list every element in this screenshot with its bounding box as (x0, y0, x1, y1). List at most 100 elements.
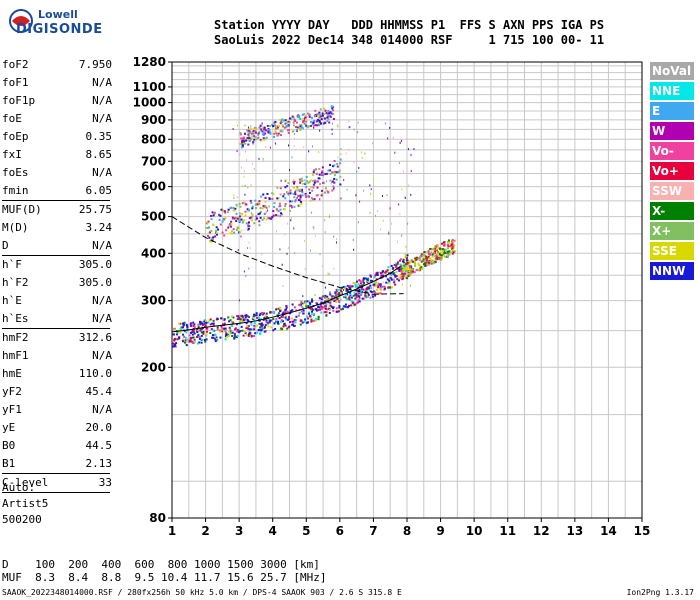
echo-point (245, 150, 247, 153)
echo-point (398, 276, 401, 279)
echo-point (387, 286, 390, 289)
station-header: Station YYYY DAY DDD HHMMSS P1 FFS S AXN… (214, 18, 604, 48)
echo-point (324, 117, 327, 120)
echo-point (291, 320, 294, 323)
echo-point (206, 221, 209, 224)
echo-point (308, 301, 311, 304)
echo-point (339, 158, 342, 161)
echo-point (399, 213, 401, 216)
param-row: fmin 6.05 (2, 182, 112, 200)
legend-item-sse: SSE (650, 242, 694, 260)
echo-point (264, 315, 267, 318)
echo-point (440, 254, 443, 257)
echo-point (314, 168, 317, 171)
echo-point (265, 319, 268, 322)
echo-point (250, 138, 253, 141)
echo-point (282, 124, 284, 127)
echo-point (395, 266, 398, 269)
echo-point (414, 263, 417, 266)
echo-point (221, 317, 224, 320)
echo-point (434, 257, 437, 260)
echo-point (333, 296, 336, 299)
echo-point (267, 130, 270, 133)
echo-point (329, 115, 332, 118)
echo-point (241, 185, 243, 188)
echo-point (244, 184, 246, 187)
echo-point (307, 321, 310, 324)
echo-point (370, 275, 373, 278)
echo-point (290, 219, 292, 222)
echo-point (403, 264, 406, 267)
echo-point (441, 250, 444, 253)
echo-point (322, 306, 325, 309)
echo-point (340, 153, 342, 156)
echo-point (267, 325, 270, 328)
echo-point (375, 273, 378, 276)
echo-point (325, 314, 328, 317)
echo-point (420, 266, 423, 269)
echo-point (337, 310, 340, 313)
echo-point (451, 240, 454, 243)
echo-point (206, 227, 209, 230)
echo-point (247, 316, 250, 319)
echo-point (303, 320, 306, 323)
echo-point (233, 217, 236, 220)
echo-point (349, 304, 352, 307)
echo-point (354, 297, 357, 300)
echo-point (247, 129, 250, 132)
echo-point (405, 268, 408, 271)
echo-point (377, 286, 380, 289)
echo-point (248, 217, 251, 220)
echo-point (224, 330, 227, 333)
echo-point (292, 320, 295, 323)
echo-point (248, 126, 250, 129)
echo-point (304, 318, 307, 321)
echo-point (374, 214, 376, 217)
echo-point (278, 202, 281, 205)
echo-point (247, 139, 250, 142)
echo-point (258, 314, 261, 317)
echo-point (299, 129, 302, 132)
echo-point (277, 197, 280, 200)
echo-point (235, 228, 238, 231)
echo-point (244, 142, 247, 145)
echo-point (274, 128, 277, 131)
echo-point (288, 321, 291, 324)
echo-point (228, 224, 231, 227)
echo-point (224, 335, 227, 338)
echo-point (308, 188, 311, 191)
echo-point (436, 252, 439, 255)
echo-point (205, 320, 208, 323)
echo-point (291, 303, 294, 306)
echo-point (211, 334, 214, 337)
echo-point (413, 148, 415, 151)
echo-point (449, 251, 452, 254)
echo-point (320, 118, 323, 121)
echo-point (356, 294, 359, 297)
echo-point (253, 322, 256, 325)
x-tick-label: 12 (533, 524, 550, 538)
echo-point (410, 284, 412, 287)
echo-point (406, 266, 409, 269)
echo-point (366, 280, 369, 283)
echo-point (182, 328, 185, 331)
echo-point (262, 204, 265, 207)
echo-point (246, 325, 249, 328)
echo-point (249, 199, 252, 202)
echo-point (183, 330, 186, 333)
echo-point (186, 326, 189, 329)
echo-point (363, 189, 365, 192)
echo-point (404, 196, 406, 199)
echo-point (196, 342, 199, 345)
echo-point (322, 116, 325, 119)
echo-point (388, 232, 390, 235)
echo-point (238, 299, 240, 302)
echo-point (433, 260, 436, 263)
echo-point (285, 126, 288, 129)
echo-point (271, 197, 274, 200)
echo-point (230, 332, 233, 335)
echo-point (287, 124, 290, 127)
echo-point (451, 246, 454, 249)
echo-point (410, 268, 413, 271)
echo-point (411, 270, 414, 273)
